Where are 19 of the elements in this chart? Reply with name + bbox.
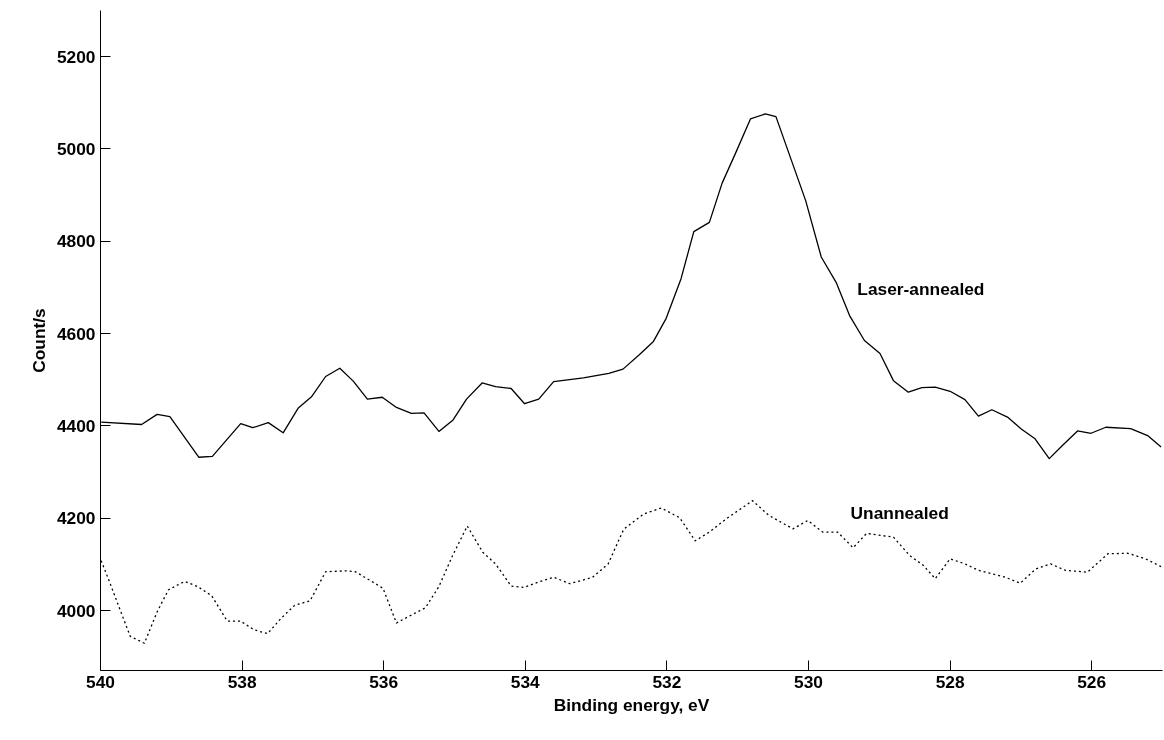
y-tick-label: 5000 xyxy=(56,138,96,159)
x-tick-label: 540 xyxy=(86,671,115,692)
x-tick-label: 530 xyxy=(794,671,823,692)
x-tick-label: 536 xyxy=(369,671,399,692)
y-tick-label: 4800 xyxy=(56,231,96,252)
x-tick-label: 528 xyxy=(935,671,965,692)
x-tick-label: 534 xyxy=(510,671,541,692)
x-tick-label: 538 xyxy=(227,671,257,692)
y-tick-label: 4400 xyxy=(56,415,96,436)
series-label: Unannealed xyxy=(850,502,949,523)
x-tick-label: 532 xyxy=(652,671,682,692)
y-tick-label: 4600 xyxy=(56,323,96,344)
y-tick-label: 4000 xyxy=(56,600,96,621)
y-axis-title: Count/s xyxy=(28,308,49,373)
x-tick-label: 526 xyxy=(1077,671,1107,692)
series-label: Laser-annealed xyxy=(857,278,985,299)
y-tick-label: 5200 xyxy=(56,46,96,67)
x-axis-title: Binding energy, eV xyxy=(553,694,710,715)
y-tick-label: 4200 xyxy=(56,508,96,529)
